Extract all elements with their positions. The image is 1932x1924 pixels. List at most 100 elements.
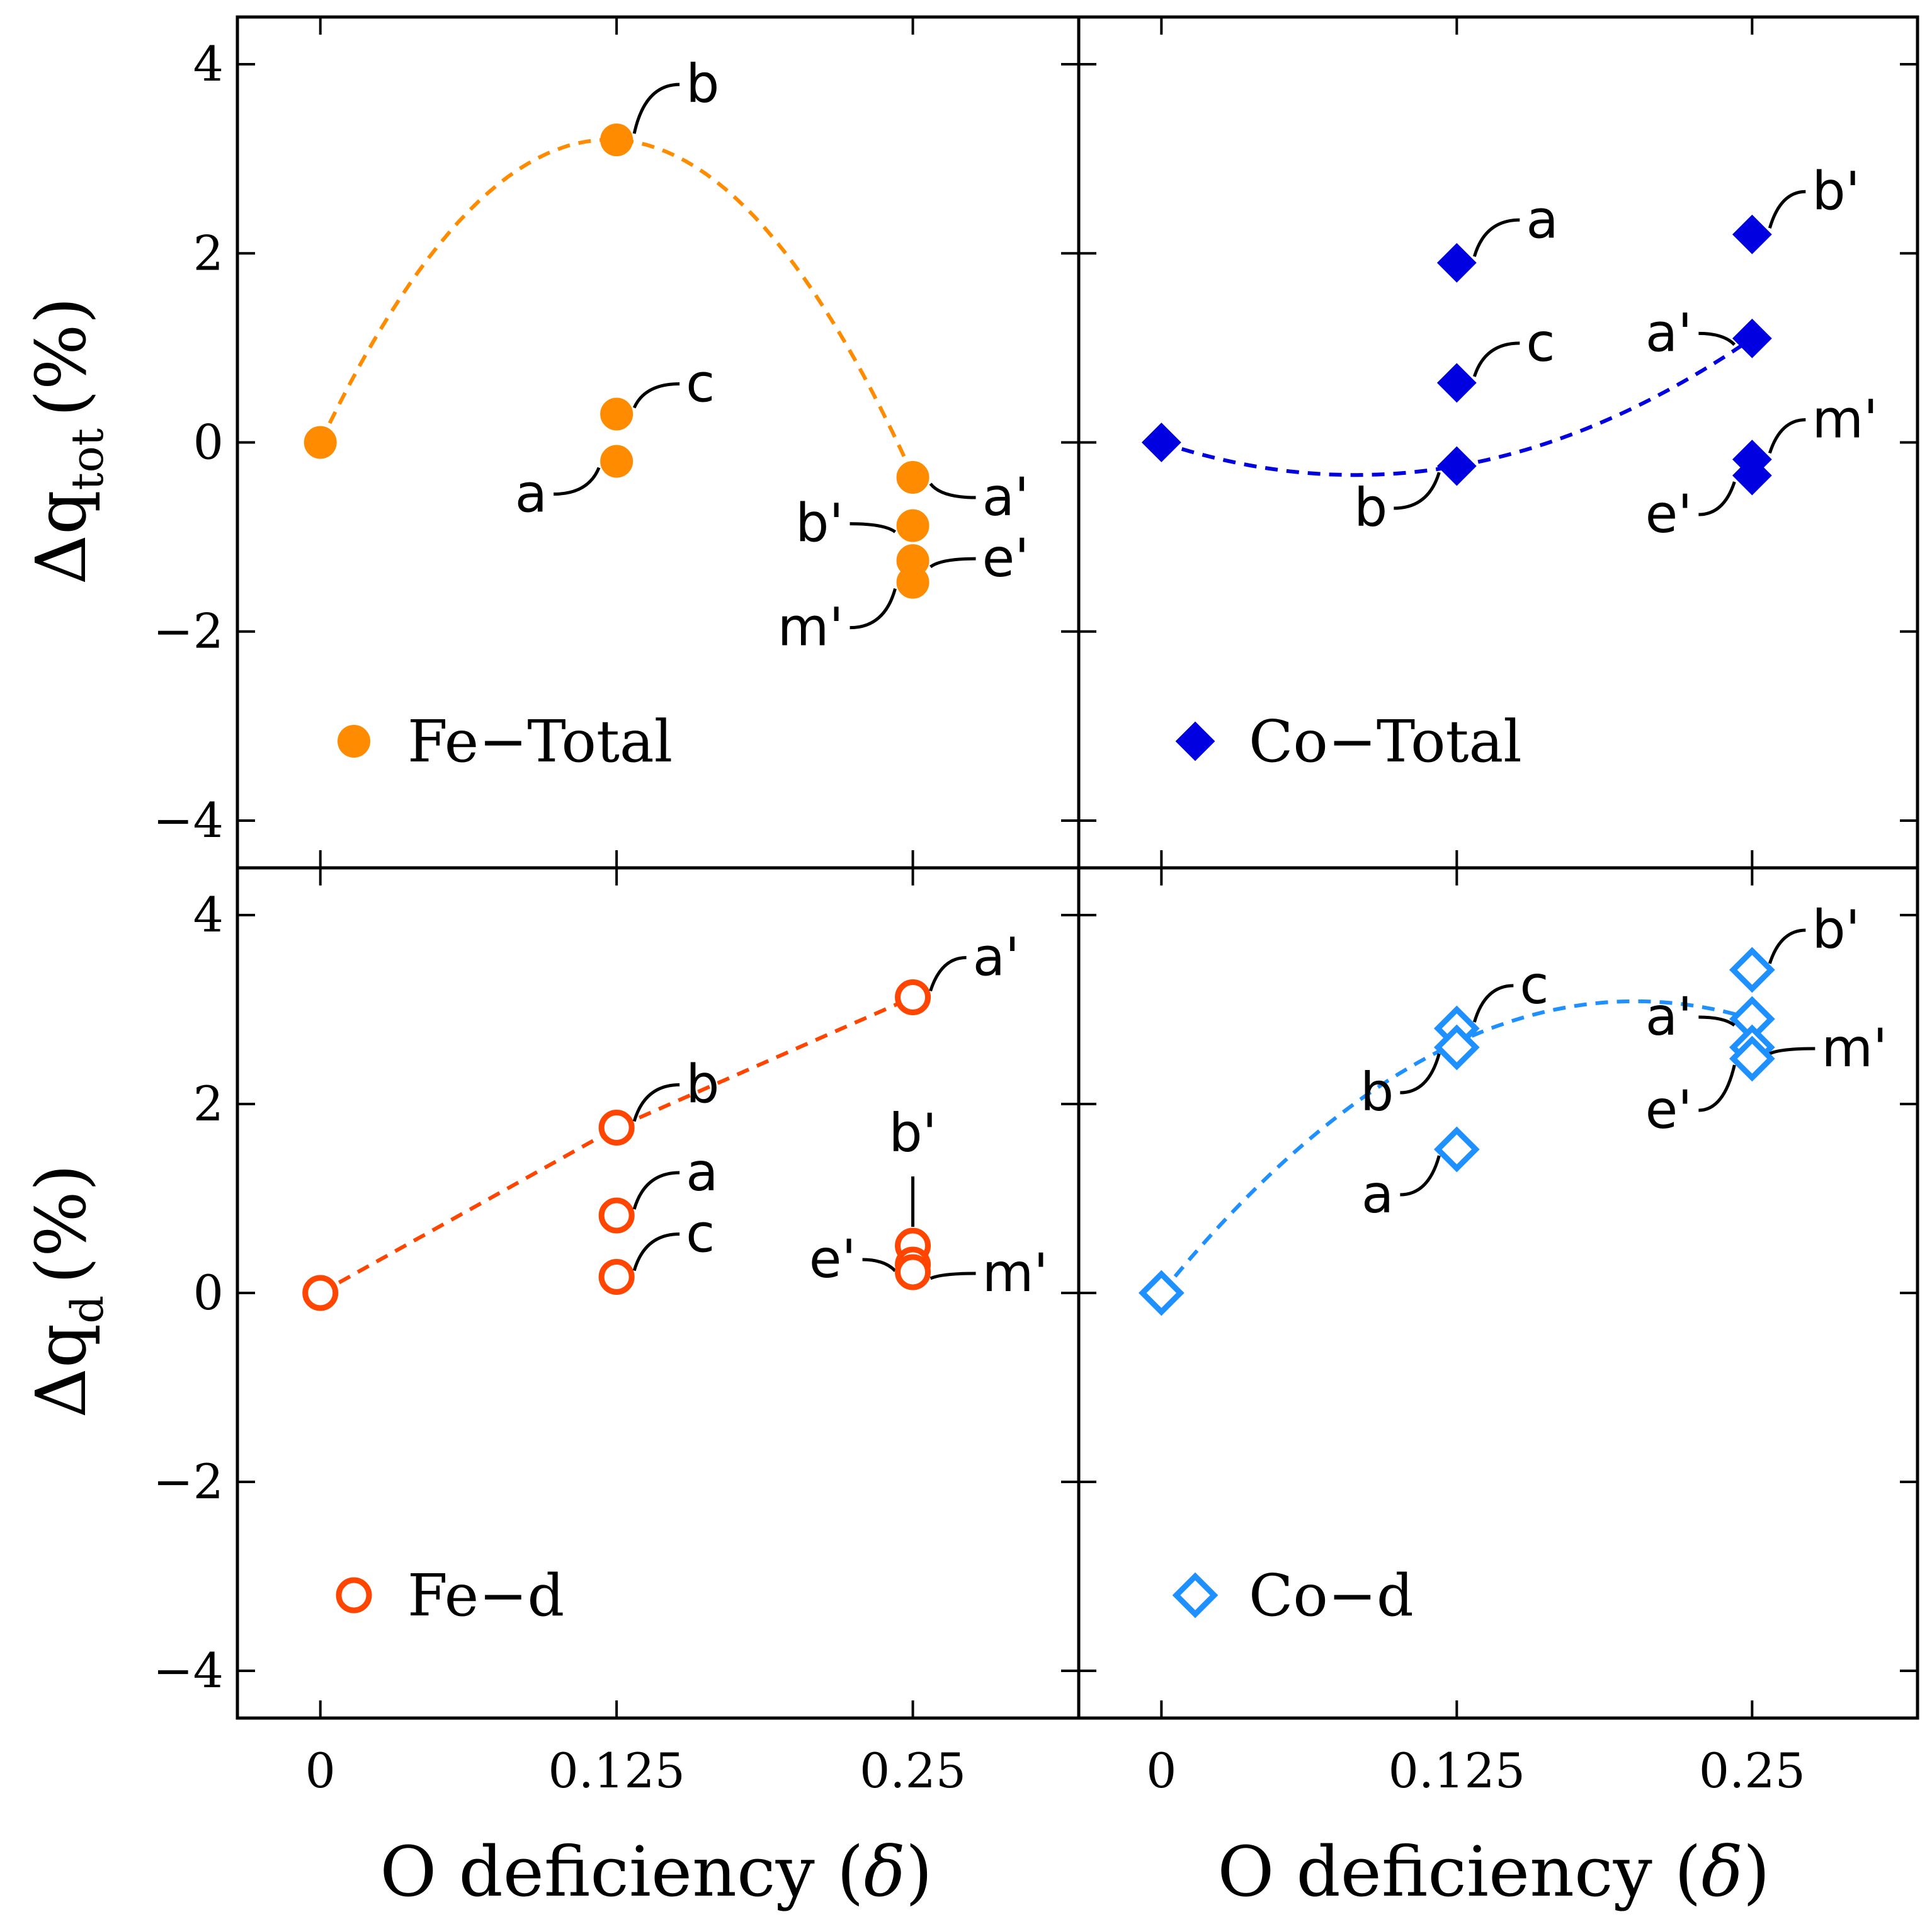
co-d-point-label: a (1361, 1163, 1394, 1225)
fe-total-point-label: a (515, 463, 547, 525)
co-d-point-bp (1729, 947, 1775, 993)
fe-total-trend-line (319, 137, 915, 477)
fe-d-leader (632, 1083, 680, 1122)
fe-d-ytick-label: 0 (193, 1265, 224, 1321)
fe-d-xtick-label: 0 (305, 1743, 336, 1799)
co-total-point-label: e' (1645, 483, 1693, 545)
co-total-point-a (1436, 242, 1477, 283)
fe-total-point-label: c (686, 352, 715, 414)
co-d-panel: 0 0.125 0.25 c ba b' a' m' e' Co−d (1077, 866, 1919, 1799)
co-d-point-label: a' (1645, 986, 1693, 1047)
fe-total-point-label: b (686, 53, 719, 115)
fe-d-ytick-label: −4 (153, 1642, 224, 1699)
fe-d-point-label: e' (809, 1228, 856, 1290)
x-axis-title-left: O deficiency (δ) (380, 1831, 933, 1912)
fe-total-point-c (600, 397, 634, 431)
fe-total-point-label: b' (795, 492, 843, 554)
fe-total-leader (554, 467, 601, 496)
co-total-point-ap (1732, 318, 1772, 358)
co-total-leader (1698, 481, 1736, 516)
co-total-leader (1394, 472, 1441, 510)
co-d-leader (1768, 928, 1806, 964)
co-d-leader (1400, 1155, 1441, 1197)
co-total-point-b (1436, 446, 1477, 486)
fe-d-point-label: b' (889, 1102, 936, 1164)
fe-d-leader (929, 1272, 976, 1280)
fe-total-point-label: m' (778, 596, 844, 658)
fe-total-point-bp (896, 509, 929, 542)
co-total-leader (1698, 331, 1736, 346)
co-d-point-label: b' (1812, 899, 1860, 960)
fe-total-point-a (600, 445, 634, 478)
y-axis-title-bottom: Δqd(%) (21, 1164, 113, 1418)
fe-d-point-label: m' (982, 1242, 1048, 1304)
co-d-legend-marker (1172, 1572, 1219, 1619)
fe-d-point-b (598, 1110, 635, 1146)
fe-d-leader (929, 956, 967, 992)
co-total-point-c (1436, 363, 1477, 403)
co-total-leader (1768, 190, 1806, 229)
co-d-point-ep (1729, 1035, 1775, 1082)
fe-d-ytick-label: 2 (193, 1076, 224, 1132)
fe-total-leader (850, 588, 897, 630)
panels: 4 2 0 −2 −4 b c a a' b' e' m' Fe−Total a c b b' a' m' e' Co−… (153, 15, 1919, 1799)
fe-d-point-ap (895, 979, 931, 1015)
fe-total-ytick-label: 2 (193, 225, 224, 281)
fe-d-leader (632, 1171, 680, 1210)
co-total-panel: a c b b' a' m' e' Co−Total (1077, 15, 1919, 870)
co-d-point-b (1433, 1024, 1480, 1071)
fe-total-ytick-label: 4 (193, 36, 224, 92)
co-total-leader (1768, 418, 1806, 454)
co-total-legend-marker (1175, 721, 1215, 761)
y-axis-title-top: Δqtot(%) (21, 297, 113, 585)
fe-d-xtick-label: 0.125 (548, 1743, 685, 1799)
fe-d-ytick-label: 4 (193, 887, 224, 943)
fe-total-point-b (600, 123, 634, 157)
co-d-xtick-label: 0 (1146, 1743, 1176, 1799)
fe-total-point-label: e' (982, 527, 1030, 589)
co-d-point-label: e' (1645, 1079, 1693, 1141)
co-total-point-bp (1732, 214, 1772, 254)
co-total-point-label: c (1526, 312, 1555, 373)
fe-total-point-origin (304, 426, 337, 459)
co-total-point-label: a (1526, 188, 1558, 250)
co-d-point-label: m' (1821, 1017, 1887, 1079)
co-total-point-label: b' (1812, 160, 1860, 222)
fe-d-leader (862, 1258, 897, 1272)
fe-d-point-label: b (686, 1054, 719, 1115)
fe-d-leader (632, 1232, 680, 1272)
fe-total-leader (632, 382, 680, 409)
co-d-xtick-label: 0.25 (1699, 1743, 1805, 1799)
co-d-point-origin (1138, 1270, 1185, 1316)
fe-d-trend-line (319, 995, 914, 1295)
fe-total-legend-label: Fe−Total (407, 708, 673, 775)
fe-d-point-label: a (686, 1141, 718, 1203)
co-total-point-origin (1141, 423, 1181, 462)
co-d-leader (1769, 1047, 1816, 1056)
co-d-point-label: b (1360, 1061, 1394, 1123)
fe-total-legend-marker (338, 725, 370, 758)
fe-total-leader (929, 482, 976, 499)
fe-d-panel: 4 2 0 −2 −4 0 0.125 0.25 bac a' b' e' m' Fe−d (153, 866, 1081, 1799)
fe-d-xtick-label: 0.25 (860, 1743, 966, 1799)
co-d-leader (1400, 1053, 1441, 1095)
fe-total-point-mp (896, 566, 929, 599)
co-total-leader (1472, 218, 1520, 257)
co-total-point-ep (1732, 455, 1772, 496)
fe-d-legend-label: Fe−d (407, 1562, 564, 1629)
fe-d-point-c (598, 1259, 635, 1295)
co-d-leader (1472, 984, 1514, 1023)
fe-d-legend-marker (336, 1577, 372, 1614)
co-d-legend-label: Co−d (1249, 1562, 1414, 1629)
co-total-point-label: a' (1645, 302, 1693, 363)
co-d-leader (1698, 1015, 1736, 1027)
fe-total-ytick-label: 0 (193, 414, 224, 470)
x-axis-title-right: O deficiency (δ) (1217, 1831, 1770, 1912)
fe-total-point-ap (896, 461, 929, 494)
fe-d-ytick-label: −2 (153, 1454, 224, 1510)
co-d-leader (1698, 1064, 1736, 1112)
co-d-point-label: c (1520, 954, 1548, 1016)
fe-total-leader (850, 522, 897, 533)
fe-total-point-label: a' (982, 466, 1030, 528)
